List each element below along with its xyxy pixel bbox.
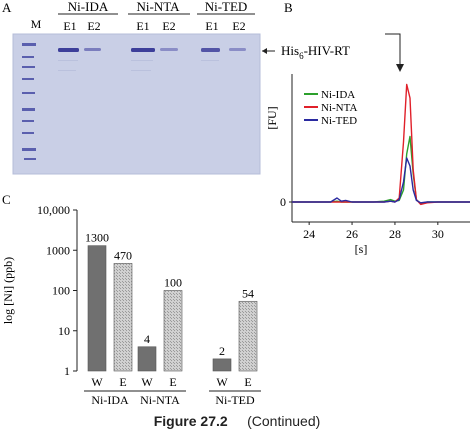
figure-number: Figure 27.2 (153, 413, 228, 429)
bar-ni-ida-w (87, 245, 107, 372)
series-line-ni-ted (292, 157, 470, 204)
figure-caption: Figure 27.2 (Continued) (0, 413, 474, 429)
bar-ni-nta-e (163, 290, 183, 372)
legend-label: Ni-IDA (321, 89, 355, 101)
gel-bands (58, 48, 246, 52)
panel-b-label: B (284, 0, 293, 15)
y-axis-label: [FU] (265, 106, 279, 129)
panel-c-label: C (2, 192, 11, 207)
band-ni-ida-e1 (58, 48, 79, 52)
legend-label: Ni-NTA (321, 102, 357, 114)
gel-group-header-ni-ted: Ni-TED E1 E2 (197, 0, 255, 33)
x-tick-label: 30 (432, 227, 444, 241)
gel-group-header-ni-ida: Ni-IDA E1 E2 (58, 0, 118, 33)
group-label: Ni-NTA (140, 393, 180, 407)
gel-lane-label: E2 (232, 19, 245, 33)
figure-note: (Continued) (247, 413, 321, 429)
band-ni-ted-e2 (229, 48, 246, 51)
x-axis-label: [s] (355, 242, 368, 256)
bar-category-label: E (244, 375, 251, 389)
y-tick-label: 1000 (46, 243, 70, 257)
bar-value-label: 470 (114, 248, 132, 262)
gel-group-name: Ni-TED (205, 0, 248, 14)
x-tick-label: 28 (389, 227, 401, 241)
gel-lane-label: E2 (162, 19, 175, 33)
group-label: Ni-TED (215, 393, 255, 407)
gel-group-header-ni-nta: Ni-NTA E1 E2 (128, 0, 190, 33)
group-label: Ni-IDA (91, 393, 129, 407)
y-tick-label: 0 (280, 195, 286, 209)
bar-ni-ida-e (113, 263, 133, 372)
peak-arrow (385, 33, 404, 72)
gel-lane-label: E1 (205, 19, 218, 33)
band-ni-ted-e1 (201, 48, 220, 52)
bar-ni-ted-w (212, 358, 232, 372)
gel-lane-label: E2 (87, 19, 100, 33)
bar-value-label: 2 (219, 344, 225, 358)
x-tick-label: 24 (303, 227, 315, 241)
bar-value-label: 1300 (85, 231, 109, 245)
gel-group-name: Ni-NTA (136, 0, 180, 14)
bar-ni-ted-e (238, 300, 258, 372)
gel-lane-label: E1 (63, 19, 76, 33)
bar-value-label: 54 (242, 286, 254, 300)
bar-category-label: E (119, 375, 126, 389)
x-tick-label: 26 (346, 227, 358, 241)
bar-category-label: E (169, 375, 176, 389)
bar-category-label: W (141, 375, 153, 389)
bar-ni-nta-w (137, 346, 157, 372)
legend-label: Ni-TED (321, 115, 357, 127)
gel-group-name: Ni-IDA (68, 0, 109, 14)
series-line-ni-ida (292, 135, 470, 205)
y-tick-label: 100 (52, 284, 70, 298)
band-annotation: His6-HIV-RT (262, 43, 350, 61)
bar-category-label: W (216, 375, 228, 389)
bar-category-label: W (91, 375, 103, 389)
band-ni-ida-e2 (84, 48, 101, 51)
bar-value-label: 4 (144, 332, 150, 346)
band-ni-nta-e1 (131, 48, 155, 52)
y-tick-label: 10 (58, 324, 70, 338)
marker-lane-label: M (31, 17, 42, 31)
gel-image (12, 33, 261, 175)
y-tick-label: 1 (64, 364, 70, 378)
y-axis-label: log [Ni] (ppb) (1, 257, 15, 324)
marker-ladder (22, 43, 36, 160)
y-tick-label: 10,000 (37, 203, 70, 217)
band-ni-nta-e2 (160, 48, 178, 51)
band-label: His6-HIV-RT (281, 43, 350, 61)
bar-value-label: 100 (164, 276, 182, 290)
gel-lane-label: E1 (136, 19, 149, 33)
panel-a-label: A (2, 0, 12, 15)
